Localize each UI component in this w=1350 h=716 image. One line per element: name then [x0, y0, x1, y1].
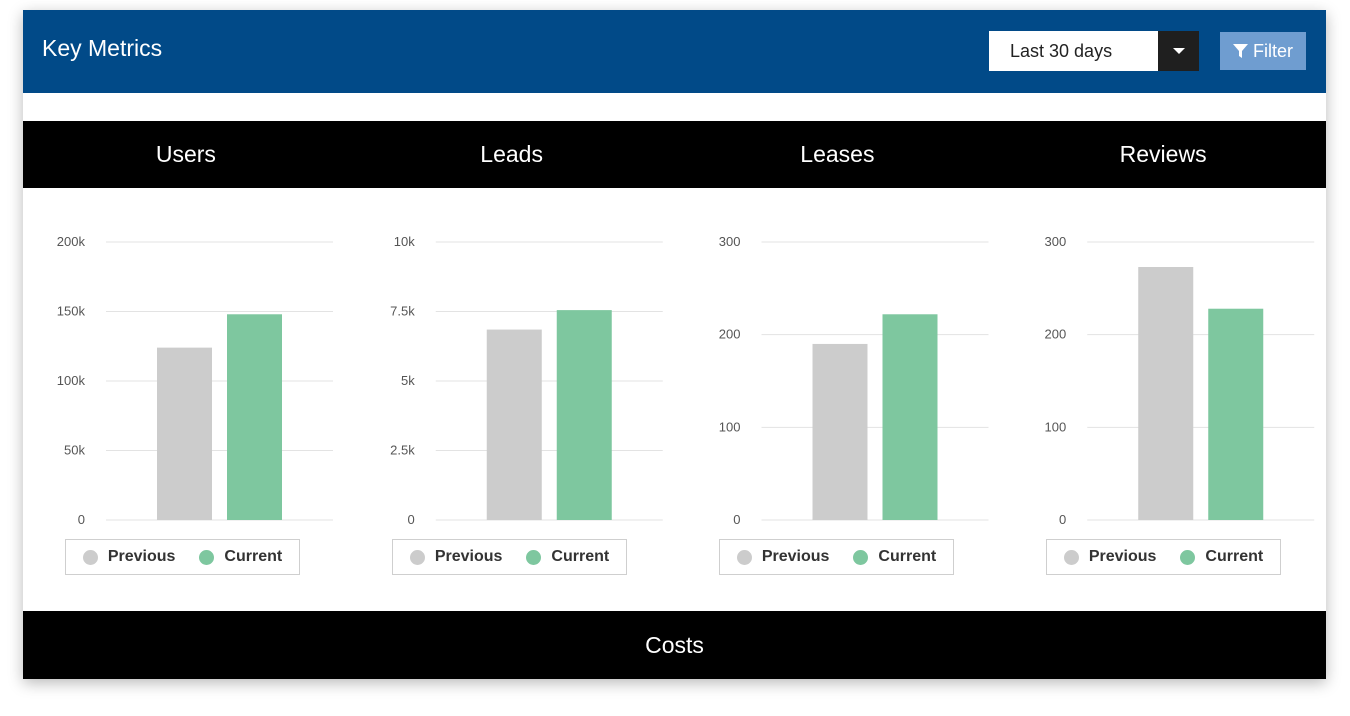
panel-title: Key Metrics [42, 35, 163, 61]
legend-item-current[interactable]: Current [1180, 548, 1263, 566]
leases-tick-label: 0 [733, 512, 740, 527]
reviews-chart-legend: Previous Current [1046, 539, 1281, 575]
metric-tabs: Users Leads Leases Reviews [23, 121, 1326, 188]
leads-tick-label: 2.5k [390, 443, 415, 458]
leads-bar-previous [486, 329, 542, 520]
reviews-bar-previous [1138, 267, 1194, 520]
legend-dot-current [199, 549, 215, 565]
tab-reviews[interactable]: Reviews [1119, 141, 1207, 167]
users-tick-label: 50k [64, 443, 85, 458]
leads-tick-label: 7.5k [390, 304, 415, 319]
leases-tick-label: 300 [719, 234, 741, 249]
filter-button-label: Filter [1253, 40, 1293, 61]
legend-label-current: Current [551, 548, 610, 565]
reviews-tick-label: 100 [1045, 419, 1067, 434]
users-bar-previous [157, 347, 212, 520]
legend-dot-current [1180, 549, 1196, 565]
legend-item-previous[interactable]: Previous [409, 548, 503, 566]
legend-dot-current [526, 549, 542, 565]
legend-dot-previous [1063, 549, 1079, 565]
leases-tick-label: 200 [719, 327, 741, 342]
leads-chart-legend: Previous Current [392, 539, 627, 575]
leases-tick-label: 100 [719, 419, 741, 434]
legend-label-current: Current [878, 548, 937, 565]
legend-label-previous: Previous [761, 548, 830, 565]
leads-tick-label: 10k [394, 234, 415, 249]
leads-bar-current [556, 310, 612, 520]
filter-button[interactable]: Filter [1220, 32, 1306, 70]
costs-section-header[interactable]: Costs [23, 611, 1326, 679]
users-tick-label: 100k [57, 373, 86, 388]
tab-users[interactable]: Users [155, 141, 216, 167]
legend-label-previous: Previous [107, 548, 176, 565]
leases-bar-previous [812, 343, 868, 520]
users-bar-current [227, 314, 282, 520]
legend-item-previous[interactable]: Previous [82, 548, 176, 566]
legend-dot-previous [736, 549, 752, 565]
reviews-bar-current [1208, 308, 1264, 520]
legend-item-current[interactable]: Current [853, 548, 936, 566]
leads-tick-label: 5k [401, 373, 415, 388]
users-chart-legend: Previous Current [65, 539, 300, 575]
legend-item-current[interactable]: Current [526, 548, 609, 566]
legend-label-current: Current [224, 548, 283, 565]
legend-label-previous: Previous [434, 548, 503, 565]
chevron-down-icon[interactable] [1158, 31, 1199, 71]
leads-tick-label: 0 [408, 512, 415, 527]
tab-leases[interactable]: Leases [800, 141, 875, 167]
reviews-tick-label: 200 [1045, 327, 1067, 342]
tab-leads[interactable]: Leads [480, 141, 543, 167]
users-tick-label: 150k [57, 304, 86, 319]
date-range-value: Last 30 days [1010, 41, 1113, 61]
legend-dot-current [853, 549, 869, 565]
reviews-tick-label: 300 [1045, 234, 1067, 249]
legend-label-current: Current [1205, 548, 1264, 565]
reviews-tick-label: 0 [1059, 512, 1066, 527]
key-metrics-panel: Key Metrics Last 30 days Filter Users Le… [23, 10, 1326, 679]
users-tick-label: 0 [78, 512, 85, 527]
panel-header: Key Metrics Last 30 days Filter [23, 10, 1326, 93]
legend-item-current[interactable]: Current [199, 548, 282, 566]
legend-item-previous[interactable]: Previous [736, 548, 830, 566]
leases-bar-current [882, 314, 938, 520]
date-range-select[interactable]: Last 30 days [989, 31, 1199, 71]
legend-item-previous[interactable]: Previous [1063, 548, 1157, 566]
leases-chart-legend: Previous Current [719, 539, 954, 575]
metric-charts: 0 50k 100k 150k 200k 0 2.5k 5k 7.5k 10k 0 100 200 300… [57, 234, 1315, 527]
users-tick-label: 200k [57, 234, 86, 249]
legend-dot-previous [82, 549, 98, 565]
legend-dot-previous [409, 549, 425, 565]
filter-icon [1233, 43, 1248, 58]
legend-label-previous: Previous [1088, 548, 1157, 565]
